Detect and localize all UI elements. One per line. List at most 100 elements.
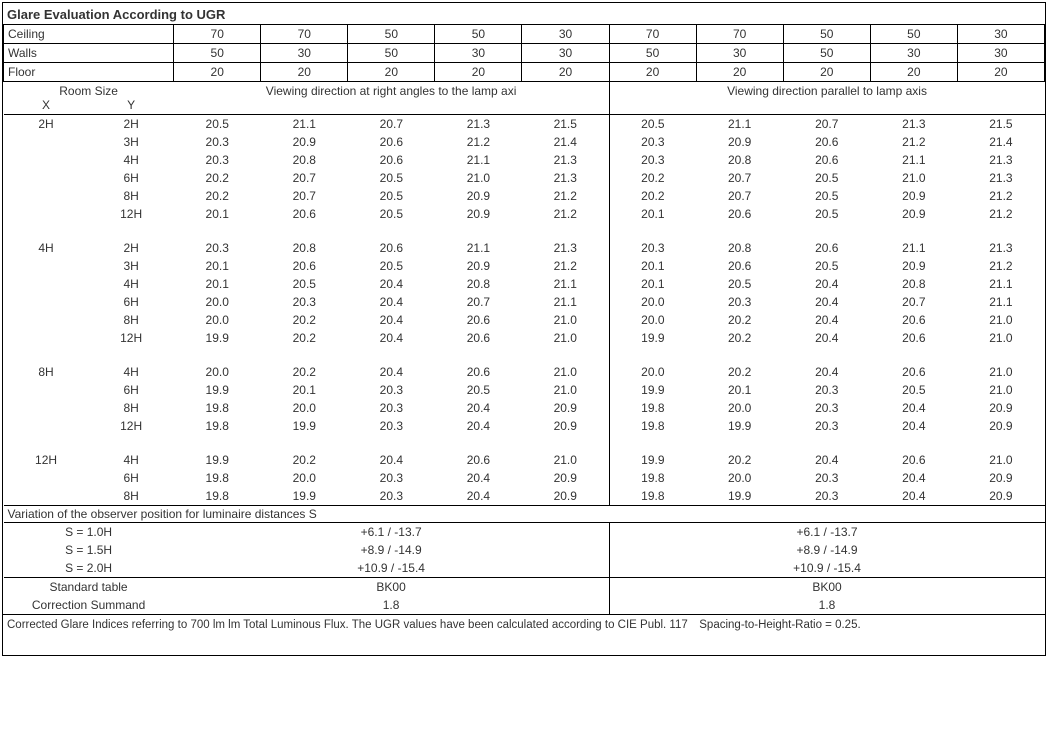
ugr-value: 21.2: [522, 205, 609, 223]
data-row: 4H2H20.320.820.621.121.320.320.820.621.1…: [4, 239, 1045, 257]
ugr-value: 20.6: [783, 239, 870, 257]
ugr-value: 21.1: [435, 151, 522, 169]
ugr-value: 21.2: [870, 133, 957, 151]
ugr-value: 21.0: [957, 381, 1044, 399]
ugr-value: 21.2: [957, 205, 1044, 223]
x-value: 4H: [4, 239, 89, 257]
ugr-value: 21.3: [957, 239, 1044, 257]
x-value: [4, 487, 89, 506]
ugr-value: 19.8: [609, 417, 696, 435]
ugr-value: 21.5: [957, 115, 1044, 134]
x-value: [4, 205, 89, 223]
footnote: Corrected Glare Indices referring to 700…: [3, 614, 1045, 655]
ugr-value: 20.6: [435, 363, 522, 381]
header-value: 30: [261, 44, 348, 63]
ugr-value: 21.2: [957, 187, 1044, 205]
ugr-value: 19.8: [174, 417, 261, 435]
ugr-value: 20.9: [522, 417, 609, 435]
room-size-label: Room Size: [4, 84, 174, 98]
ugr-value: 21.1: [522, 275, 609, 293]
ugr-value: 19.9: [261, 487, 348, 506]
ugr-value: 19.8: [609, 487, 696, 506]
ugr-value: 20.1: [261, 381, 348, 399]
ugr-value: 20.5: [348, 205, 435, 223]
y-value: 4H: [89, 451, 174, 469]
header-value: 20: [522, 63, 609, 82]
ugr-value: 20.4: [435, 417, 522, 435]
header-value: 20: [348, 63, 435, 82]
ugr-value: 20.6: [348, 151, 435, 169]
ugr-value: 20.1: [174, 275, 261, 293]
ugr-value: 20.6: [870, 329, 957, 347]
ugr-value: 19.9: [696, 487, 783, 506]
ugr-value: 20.3: [609, 239, 696, 257]
ugr-value: 20.0: [609, 363, 696, 381]
ugr-value: 20.6: [870, 311, 957, 329]
ugr-value: 19.9: [609, 329, 696, 347]
header-value: 70: [261, 25, 348, 44]
ugr-value: 21.1: [261, 115, 348, 134]
ugr-value: 20.2: [261, 329, 348, 347]
header-value: 30: [870, 44, 957, 63]
ugr-value: 20.2: [261, 363, 348, 381]
ugr-value: 21.5: [522, 115, 609, 134]
room-size-header-row: Room SizeXYViewing direction at right an…: [4, 82, 1045, 115]
ugr-value: 21.0: [522, 381, 609, 399]
ugr-value: 20.6: [435, 451, 522, 469]
correction-value-b: 1.8: [609, 596, 1044, 614]
ugr-value: 20.0: [696, 399, 783, 417]
ugr-value: 20.4: [870, 469, 957, 487]
ugr-value: 20.2: [261, 451, 348, 469]
ugr-value: 20.2: [696, 311, 783, 329]
data-row: 6H20.220.720.521.021.320.220.720.521.021…: [4, 169, 1045, 187]
variation-row: S = 1.0H+6.1 / -13.7+6.1 / -13.7: [4, 523, 1045, 542]
data-row: 12H4H19.920.220.420.621.019.920.220.420.…: [4, 451, 1045, 469]
header-value: 70: [696, 25, 783, 44]
ugr-value: 20.0: [174, 363, 261, 381]
ugr-value: 20.4: [435, 469, 522, 487]
y-value: 2H: [89, 239, 174, 257]
ugr-value: 21.1: [435, 239, 522, 257]
variation-title-row: Variation of the observer position for l…: [4, 506, 1045, 523]
ugr-value: 20.8: [261, 239, 348, 257]
ugr-value: 20.6: [870, 451, 957, 469]
ugr-value: 20.7: [435, 293, 522, 311]
data-row: 8H19.819.920.320.420.919.819.920.320.420…: [4, 487, 1045, 506]
header-value: 70: [174, 25, 261, 44]
ugr-value: 21.1: [522, 293, 609, 311]
ugr-value: 20.4: [435, 399, 522, 417]
ugr-value: 20.4: [870, 487, 957, 506]
view-right-label: Viewing direction at right angles to the…: [174, 82, 609, 115]
y-value: 4H: [89, 363, 174, 381]
ugr-value: 21.2: [957, 257, 1044, 275]
ugr-value: 21.3: [522, 169, 609, 187]
ugr-value: 20.0: [261, 399, 348, 417]
ugr-value: 21.3: [522, 239, 609, 257]
data-row: 8H20.220.720.520.921.220.220.720.520.921…: [4, 187, 1045, 205]
ugr-value: 21.0: [435, 169, 522, 187]
standard-table-value-b: BK00: [609, 578, 1044, 597]
ugr-value: 20.6: [783, 151, 870, 169]
ugr-value: 21.1: [957, 275, 1044, 293]
data-row: 3H20.320.920.621.221.420.320.920.621.221…: [4, 133, 1045, 151]
ugr-value: 20.7: [261, 187, 348, 205]
ugr-value: 20.6: [696, 205, 783, 223]
ugr-value: 20.3: [348, 399, 435, 417]
ugr-value: 20.5: [783, 169, 870, 187]
ugr-value: 20.5: [435, 381, 522, 399]
ugr-value: 20.4: [348, 293, 435, 311]
ugr-value: 21.3: [957, 151, 1044, 169]
ugr-value: 20.2: [174, 169, 261, 187]
ugr-value: 20.2: [696, 363, 783, 381]
y-value: 3H: [89, 257, 174, 275]
y-value: 2H: [89, 115, 174, 134]
variation-label: S = 1.0H: [4, 523, 174, 542]
variation-row: S = 2.0H+10.9 / -15.4+10.9 / -15.4: [4, 559, 1045, 578]
ugr-value: 20.5: [609, 115, 696, 134]
data-row: 12H19.819.920.320.420.919.819.920.320.42…: [4, 417, 1045, 435]
table-title: Glare Evaluation According to UGR: [3, 3, 1045, 24]
data-row: 4H20.120.520.420.821.120.120.520.420.821…: [4, 275, 1045, 293]
header-value: 50: [348, 44, 435, 63]
ugr-value: 19.8: [174, 399, 261, 417]
ugr-value: 20.3: [783, 399, 870, 417]
